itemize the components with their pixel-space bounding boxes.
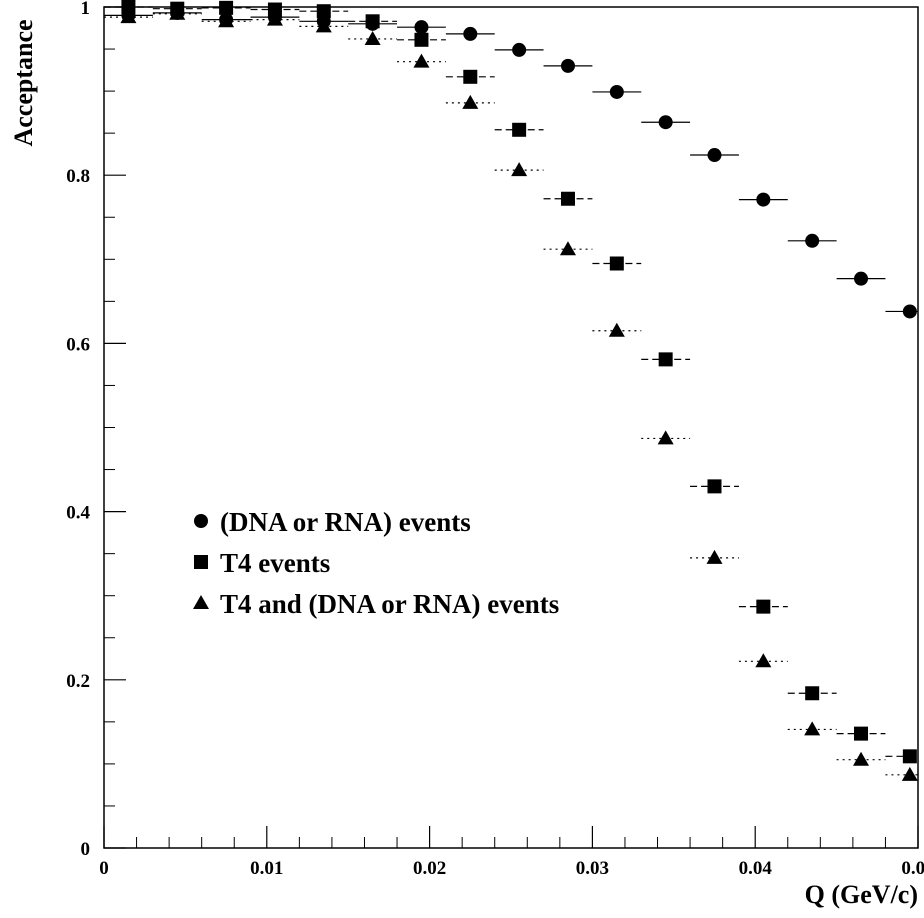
data-point-square — [756, 599, 771, 614]
data-point-triangle — [218, 13, 235, 28]
data-point-triangle — [755, 653, 772, 668]
x-tick-label: 0.02 — [413, 858, 446, 879]
data-point-circle — [609, 84, 624, 99]
data-point-square — [316, 4, 331, 19]
legend-marker-square — [194, 555, 208, 569]
x-tick-label: 0.03 — [576, 858, 609, 879]
series-square — [104, 0, 918, 764]
data-point-circle — [463, 26, 478, 41]
data-series — [104, 0, 918, 781]
data-point-circle — [854, 271, 869, 286]
data-point-square — [609, 256, 624, 271]
data-point-triangle — [169, 5, 186, 20]
legend-marker-circle — [194, 514, 208, 528]
y-tick-label: 0.6 — [66, 334, 90, 355]
y-tick-label: 0.8 — [66, 166, 90, 187]
data-point-circle — [756, 192, 771, 207]
legend-label: T4 events — [220, 548, 330, 578]
data-point-triangle — [266, 11, 283, 26]
data-point-triangle — [657, 430, 674, 445]
x-tick-label: 0 — [99, 858, 109, 879]
data-point-circle — [902, 304, 917, 319]
data-point-square — [414, 32, 429, 47]
data-point-square — [707, 479, 722, 494]
data-point-square — [805, 686, 820, 701]
y-tick-label: 0.2 — [66, 671, 90, 692]
data-point-triangle — [413, 53, 430, 68]
data-point-circle — [805, 233, 820, 248]
data-point-square — [560, 191, 575, 206]
legend-label: (DNA or RNA) events — [220, 507, 471, 537]
data-point-circle — [512, 42, 527, 57]
data-point-circle — [414, 20, 429, 35]
data-point-square — [267, 2, 282, 17]
y-tick-label: 0 — [81, 839, 91, 860]
data-point-square — [121, 0, 136, 14]
data-point-triangle — [364, 30, 381, 45]
legend-label: T4 and (DNA or RNA) events — [220, 589, 559, 619]
plot-frame — [103, 6, 919, 849]
data-point-square — [902, 749, 917, 764]
data-point-triangle — [853, 751, 870, 766]
data-point-triangle — [706, 549, 723, 564]
data-point-triangle — [462, 94, 479, 109]
y-axis-title: Acceptance — [9, 19, 38, 146]
data-point-triangle — [804, 721, 821, 736]
data-point-circle — [658, 115, 673, 130]
x-tick-label: 0.04 — [739, 858, 773, 879]
data-point-square — [512, 122, 527, 137]
y-tick-label: 1 — [81, 0, 91, 19]
data-point-triangle — [120, 9, 137, 24]
data-point-triangle — [608, 322, 625, 337]
data-point-triangle — [901, 766, 918, 781]
legend-marker-triangle — [193, 595, 209, 609]
data-point-triangle — [559, 241, 576, 256]
y-tick-label: 0.4 — [66, 503, 90, 524]
data-point-triangle — [511, 162, 528, 177]
data-point-square — [658, 352, 673, 367]
plot-border — [103, 6, 919, 849]
x-tick-label: 0.01 — [250, 858, 283, 879]
data-point-square — [854, 726, 869, 741]
series-triangle — [104, 5, 918, 781]
x-tick-label: 0.05 — [901, 858, 924, 879]
data-point-square — [219, 0, 234, 15]
data-point-square — [365, 14, 380, 29]
data-point-triangle — [315, 18, 332, 33]
data-point-square — [463, 69, 478, 84]
axis-ticks: 0 0.01 0.02 0.03 0.04 0.05 0 0.2 0.4 0.6 0.8 1 — [66, 0, 924, 879]
x-axis-title: Q (GeV/c) — [805, 880, 918, 909]
series-circle — [104, 5, 918, 319]
data-point-circle — [707, 148, 722, 163]
data-point-circle — [560, 58, 575, 73]
legend: (DNA or RNA) events T4 events T4 and (DNA … — [193, 507, 559, 619]
